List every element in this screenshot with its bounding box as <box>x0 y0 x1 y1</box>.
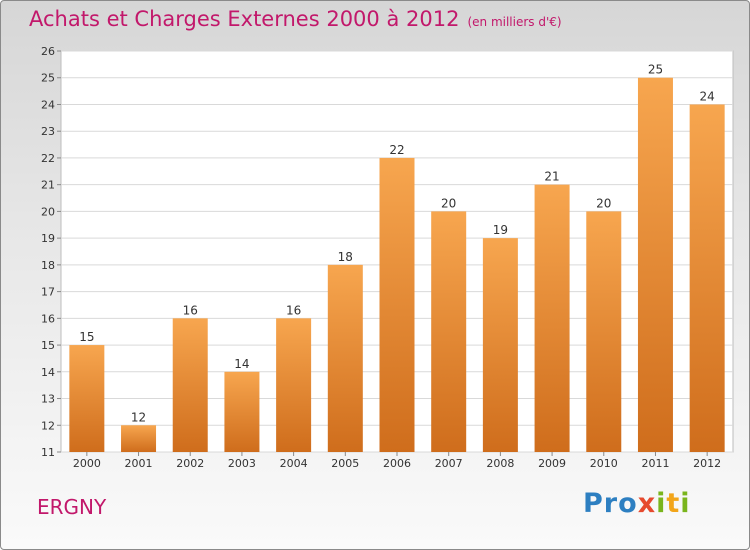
logo-letter: o <box>618 488 638 519</box>
commune-name: ERGNY <box>37 495 107 519</box>
bar <box>69 345 105 452</box>
bar <box>121 425 157 452</box>
chart-title-unit: (en milliers d'€) <box>467 15 562 29</box>
x-tick-label: 2007 <box>435 457 463 470</box>
x-tick-label: 2002 <box>176 457 204 470</box>
x-tick-label: 2005 <box>331 457 359 470</box>
bar <box>379 157 415 452</box>
y-axis: 11 12 13 14 15 16 17 18 19 20 21 22 23 24 25 26 <box>41 45 61 459</box>
bar <box>482 238 518 452</box>
y-tick-label: 11 <box>41 446 55 459</box>
x-tick-label: 2000 <box>73 457 101 470</box>
data-label: 12 <box>131 410 146 424</box>
logo-letter: r <box>603 488 619 519</box>
data-label: 20 <box>596 196 611 210</box>
y-tick-label: 21 <box>41 179 55 192</box>
y-tick-label: 14 <box>41 366 55 379</box>
x-tick-label: 2003 <box>228 457 256 470</box>
y-tick-label: 22 <box>41 152 55 165</box>
x-tick-label: 2012 <box>693 457 721 470</box>
x-tick-label: 2004 <box>280 457 308 470</box>
y-tick-label: 17 <box>41 286 55 299</box>
y-tick-label: 26 <box>41 45 55 58</box>
logo-letter: x <box>637 488 657 519</box>
bar <box>224 371 260 452</box>
data-label: 22 <box>389 143 404 157</box>
bar <box>586 211 622 452</box>
data-label: 15 <box>79 330 94 344</box>
y-tick-label: 19 <box>41 232 55 245</box>
logo-letter: i <box>656 488 667 519</box>
y-tick-label: 16 <box>41 312 55 325</box>
y-tick-label: 13 <box>41 393 55 406</box>
data-label: 18 <box>338 250 353 264</box>
data-label: 25 <box>648 63 663 77</box>
x-tick-label: 2008 <box>486 457 514 470</box>
y-tick-label: 15 <box>41 339 55 352</box>
bar <box>327 264 363 452</box>
chart-title: Achats et Charges Externes 2000 à 2012 (e… <box>29 7 562 31</box>
chart-title-main: Achats et Charges Externes 2000 à 2012 <box>29 7 460 31</box>
proxiti-logo[interactable]: Proxiti <box>583 488 691 519</box>
y-tick-label: 25 <box>41 72 55 85</box>
logo-letter: P <box>583 488 604 519</box>
logo-letter: i <box>680 488 691 519</box>
bar <box>534 184 570 452</box>
y-tick-label: 24 <box>41 98 55 111</box>
data-label: 16 <box>183 303 198 317</box>
bars: 15 12 16 14 16 18 22 20 19 21 20 25 24 <box>69 63 725 452</box>
x-tick-label: 2010 <box>590 457 618 470</box>
data-label: 24 <box>700 89 715 103</box>
y-tick-label: 12 <box>41 419 55 432</box>
y-tick-label: 18 <box>41 259 55 272</box>
data-label: 16 <box>286 303 301 317</box>
x-tick-label: 2006 <box>383 457 411 470</box>
x-axis: 2000 2001 2002 2003 2004 2005 2006 2007 2008 2009… <box>73 452 721 470</box>
bar <box>172 318 208 452</box>
bar <box>637 77 673 452</box>
data-label: 19 <box>493 223 508 237</box>
x-tick-label: 2009 <box>538 457 566 470</box>
bar <box>431 211 467 452</box>
data-label: 21 <box>544 170 559 184</box>
y-tick-label: 23 <box>41 125 55 138</box>
x-tick-label: 2011 <box>641 457 669 470</box>
data-label: 20 <box>441 196 456 210</box>
bar <box>689 104 725 452</box>
bar <box>276 318 312 452</box>
x-tick-label: 2001 <box>125 457 153 470</box>
logo-letter: t <box>666 488 681 519</box>
y-tick-label: 20 <box>41 205 55 218</box>
data-label: 14 <box>234 357 249 371</box>
